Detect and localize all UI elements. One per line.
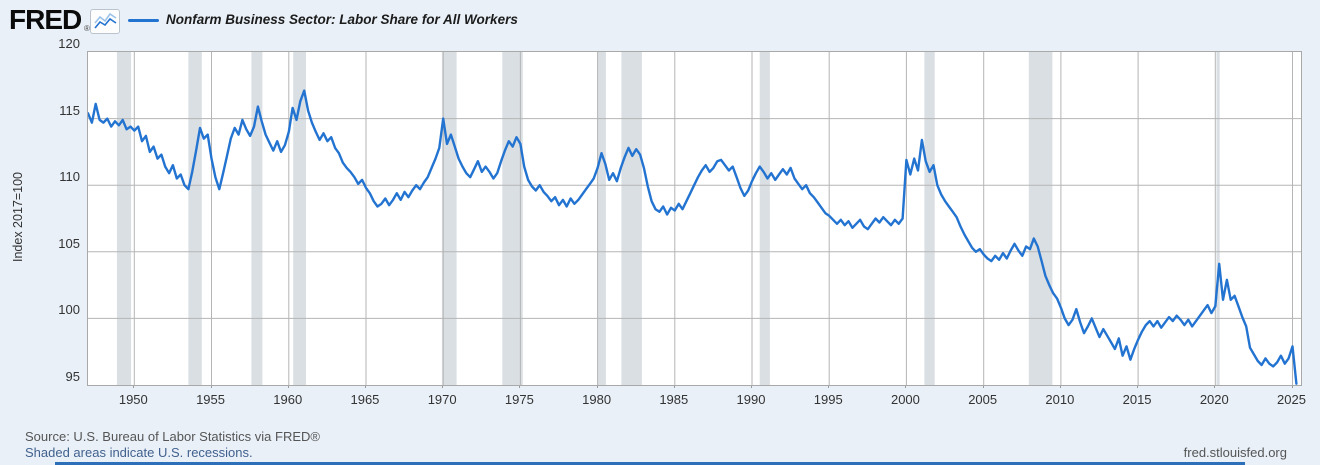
recession-band (597, 52, 606, 385)
fred-logo[interactable]: FRED (9, 4, 82, 35)
recession-band (251, 52, 263, 385)
registered-mark: ® (84, 24, 90, 33)
recession-band (116, 52, 132, 385)
x-tick-label: 1975 (504, 392, 534, 407)
x-tick-label: 2000 (890, 392, 920, 407)
source-note: Source: U.S. Bureau of Labor Statistics … (25, 429, 320, 444)
x-tick-label: 2025 (1277, 392, 1306, 407)
recession-band (759, 52, 770, 385)
x-tick-mark (1059, 384, 1061, 388)
plot-area[interactable] (87, 51, 1302, 386)
y-tick-label: 95 (65, 369, 80, 384)
x-tick-label: 1965 (350, 392, 380, 407)
x-tick-mark (133, 384, 135, 388)
x-tick-label: 2010 (1045, 392, 1075, 407)
chart-title: Nonfarm Business Sector: Labor Share for… (166, 12, 518, 27)
recession-note-link[interactable]: Shaded areas indicate U.S. recessions. (25, 445, 253, 460)
x-tick-mark (982, 384, 984, 388)
legend-line-swatch (128, 19, 159, 22)
x-tick-label: 2020 (1199, 392, 1229, 407)
x-tick-mark (905, 384, 907, 388)
data-line (88, 89, 1298, 385)
x-tick-mark (1214, 384, 1216, 388)
x-tick-label: 1990 (736, 392, 766, 407)
x-tick-label: 1960 (273, 392, 303, 407)
recession-band (188, 52, 202, 385)
y-axis-title: Index 2017=100 (11, 172, 25, 263)
x-tick-label: 1950 (118, 392, 148, 407)
x-tick-label: 2015 (1122, 392, 1152, 407)
x-tick-mark (751, 384, 753, 388)
site-link[interactable]: fred.stlouisfed.org (1183, 445, 1287, 460)
x-tick-mark (673, 384, 675, 388)
x-tick-label: 1995 (813, 392, 843, 407)
recession-band (1216, 52, 1220, 385)
recession-band (1028, 52, 1053, 385)
x-tick-label: 1980 (582, 392, 612, 407)
y-tick-label: 120 (58, 36, 80, 51)
x-tick-mark (596, 384, 598, 388)
y-tick-label: 100 (58, 302, 80, 318)
recession-band (441, 52, 457, 385)
bottom-blue-strip (55, 462, 1245, 465)
recession-band (621, 52, 642, 385)
y-tick-label: 105 (58, 235, 80, 251)
x-tick-label: 1955 (196, 392, 225, 407)
sparkline-icon (90, 9, 120, 34)
y-tick-label: 110 (59, 169, 80, 185)
x-tick-mark (364, 384, 366, 388)
recession-band (293, 52, 306, 385)
x-tick-label: 1970 (427, 392, 457, 407)
x-tick-mark (519, 384, 521, 388)
recession-band (502, 52, 523, 385)
y-tick-label: 115 (59, 102, 80, 118)
x-tick-mark (1137, 384, 1139, 388)
x-tick-mark (442, 384, 444, 388)
x-tick-mark (287, 384, 289, 388)
x-tick-mark (1291, 384, 1293, 388)
recession-band (924, 52, 935, 385)
x-tick-label: 1985 (659, 392, 689, 407)
x-tick-mark (828, 384, 830, 388)
x-tick-mark (210, 384, 212, 388)
x-tick-label: 2005 (968, 392, 998, 407)
